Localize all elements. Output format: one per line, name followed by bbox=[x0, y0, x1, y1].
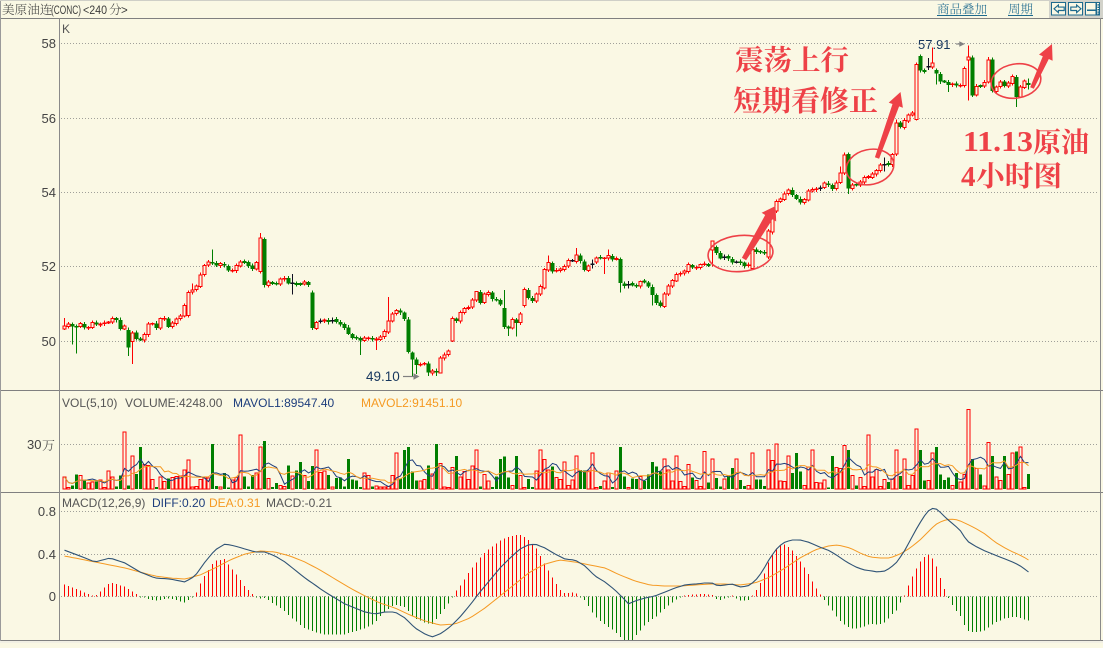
svg-text:MAVOL2:91451.10: MAVOL2:91451.10 bbox=[361, 396, 463, 410]
svg-text:>: > bbox=[121, 5, 128, 17]
svg-text:DIFF:0.20: DIFF:0.20 bbox=[152, 496, 206, 510]
svg-text:56: 56 bbox=[42, 111, 56, 126]
svg-text:VOLUME:4248.00: VOLUME:4248.00 bbox=[125, 396, 223, 410]
svg-text:54: 54 bbox=[42, 185, 56, 200]
svg-text:VOL(5,10): VOL(5,10) bbox=[62, 396, 117, 410]
svg-text:4: 4 bbox=[961, 161, 976, 193]
svg-text:(CONC): (CONC) bbox=[51, 5, 81, 17]
svg-text:MACD:-0.21: MACD:-0.21 bbox=[266, 496, 332, 510]
svg-text:MACD(12,26,9): MACD(12,26,9) bbox=[62, 496, 145, 510]
svg-text:K: K bbox=[62, 22, 70, 36]
svg-text:0.4: 0.4 bbox=[38, 547, 56, 562]
svg-text:49.10: 49.10 bbox=[366, 369, 400, 384]
svg-text:52: 52 bbox=[42, 259, 56, 274]
svg-text:57.91: 57.91 bbox=[918, 37, 951, 52]
svg-text:MAVOL1:89547.40: MAVOL1:89547.40 bbox=[233, 396, 335, 410]
svg-text:30: 30 bbox=[27, 437, 41, 452]
svg-text:58: 58 bbox=[42, 36, 56, 51]
svg-text:11.13: 11.13 bbox=[963, 126, 1033, 158]
svg-text:0.8: 0.8 bbox=[38, 504, 56, 519]
svg-text:0: 0 bbox=[49, 589, 56, 604]
svg-text:50: 50 bbox=[42, 334, 56, 349]
svg-text:<240: <240 bbox=[83, 5, 107, 17]
svg-text:DEA:0.31: DEA:0.31 bbox=[209, 496, 261, 510]
